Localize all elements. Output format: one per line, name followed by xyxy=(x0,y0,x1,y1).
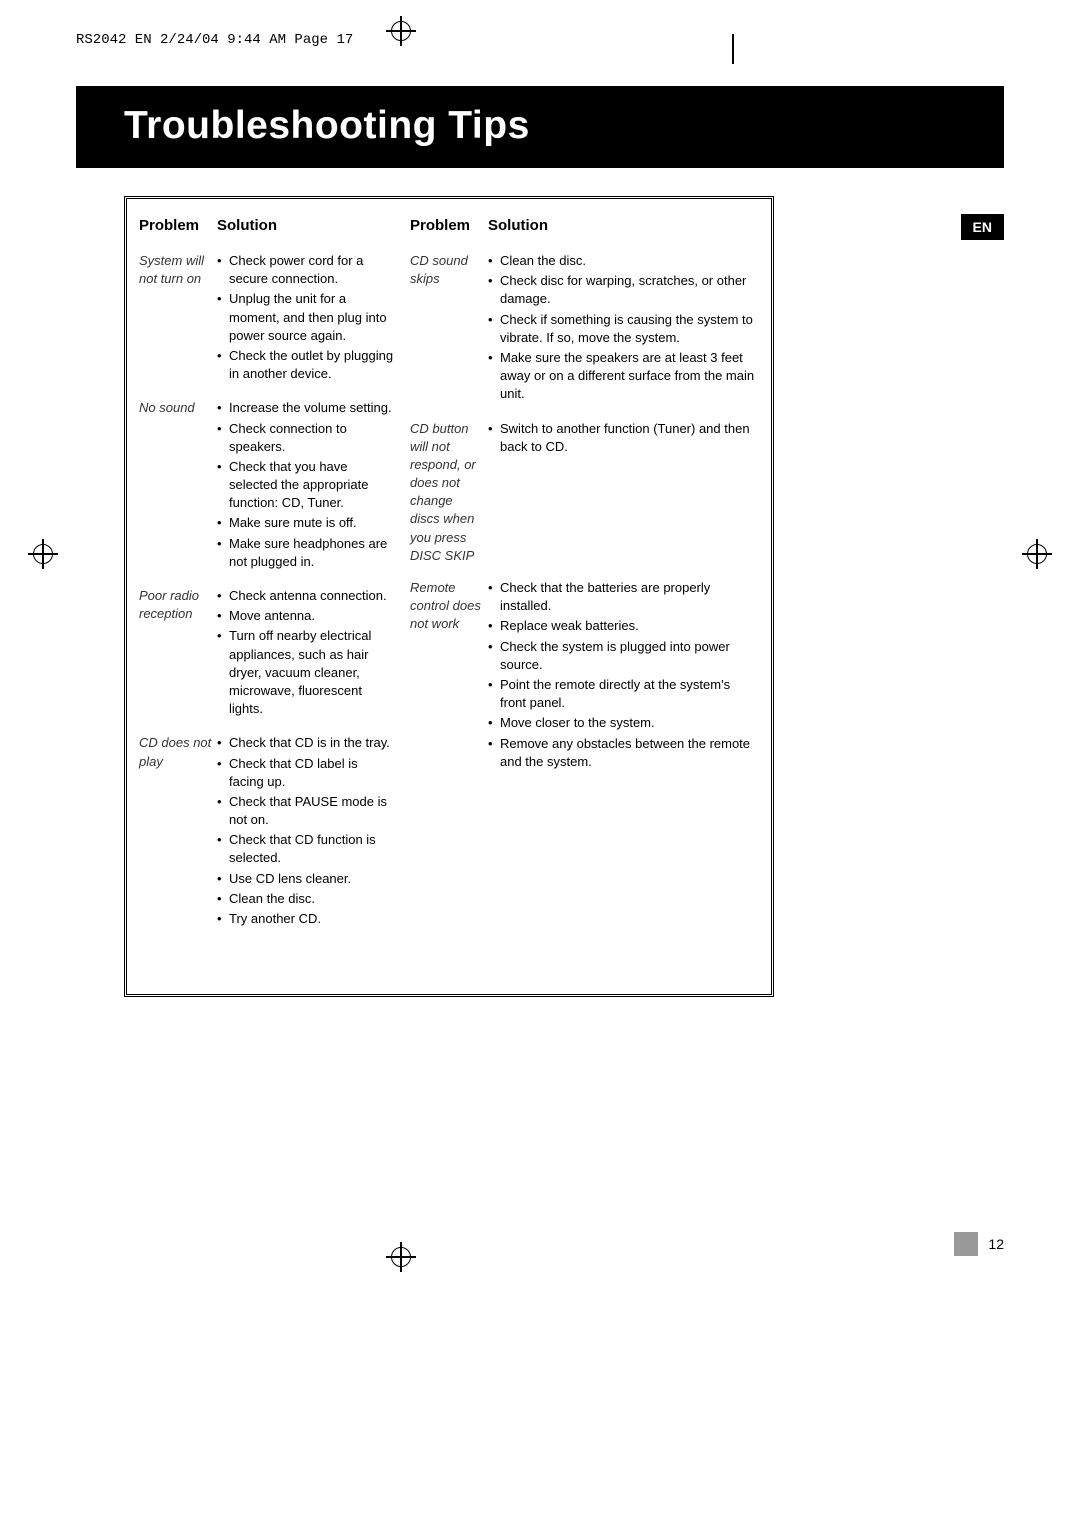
solution-list: Switch to another function (Tuner) and t… xyxy=(488,420,759,566)
solution-item: Make sure headphones are not plugged in. xyxy=(217,535,394,571)
troubleshooting-row: Poor radio receptionCheck antenna connec… xyxy=(139,587,394,720)
problem-label: No sound xyxy=(139,399,217,573)
troubleshooting-row: CD button will not respond, or does not … xyxy=(410,420,759,566)
solution-item: Move antenna. xyxy=(217,607,394,625)
solution-item: Check if something is causing the system… xyxy=(488,311,759,347)
problem-label: System will not turn on xyxy=(139,252,217,385)
column-header-problem: Problem xyxy=(139,217,217,234)
page-number: 12 xyxy=(988,1236,1004,1252)
troubleshooting-row: Remote control does not workCheck that t… xyxy=(410,579,759,773)
solution-item: Check that CD function is selected. xyxy=(217,831,394,867)
registration-mark-right xyxy=(1022,539,1052,569)
troubleshooting-row: System will not turn onCheck power cord … xyxy=(139,252,394,385)
solution-item: Remove any obstacles between the remote … xyxy=(488,735,759,771)
solution-item: Check that PAUSE mode is not on. xyxy=(217,793,394,829)
page-marker-square xyxy=(954,1232,978,1256)
solution-item: Unplug the unit for a moment, and then p… xyxy=(217,290,394,345)
column-header-solution: Solution xyxy=(217,217,394,234)
solution-item: Turn off nearby electrical appliances, s… xyxy=(217,627,394,718)
registration-mark-bottom xyxy=(386,1242,416,1272)
solution-item: Switch to another function (Tuner) and t… xyxy=(488,420,759,456)
page-title: Troubleshooting Tips xyxy=(76,86,1004,168)
crop-bar-top-right xyxy=(732,34,734,64)
language-badge: EN xyxy=(961,214,1004,240)
solution-item: Check disc for warping, scratches, or ot… xyxy=(488,272,759,308)
solution-item: Try another CD. xyxy=(217,910,394,928)
troubleshooting-row: CD sound skipsClean the disc. Check disc … xyxy=(410,252,759,406)
solution-item: Check antenna connection. xyxy=(217,587,394,605)
solution-item: Point the remote directly at the system'… xyxy=(488,676,759,712)
solution-item: Clean the disc. xyxy=(488,252,759,270)
solution-item: Check that you have selected the appropr… xyxy=(217,458,394,513)
problem-label: Remote control does not work xyxy=(410,579,488,773)
solution-item: Check power cord for a secure connection… xyxy=(217,252,394,288)
column-header-problem: Problem xyxy=(410,217,488,234)
solution-item: Move closer to the system. xyxy=(488,714,759,732)
troubleshooting-table: Problem Solution System will not turn on… xyxy=(124,196,774,997)
solution-item: Check that CD is in the tray. xyxy=(217,734,394,752)
troubleshooting-row: No soundIncrease the volume setting. Chec… xyxy=(139,399,394,573)
solution-list: Check antenna connection. Move antenna. Tu… xyxy=(217,587,394,720)
solution-item: Clean the disc. xyxy=(217,890,394,908)
solution-item: Make sure the speakers are at least 3 fe… xyxy=(488,349,759,404)
solution-item: Check the system is plugged into power s… xyxy=(488,638,759,674)
solution-item: Check that the batteries are properly in… xyxy=(488,579,759,615)
solution-item: Use CD lens cleaner. xyxy=(217,870,394,888)
solution-list: Clean the disc. Check disc for warping, s… xyxy=(488,252,759,406)
solution-list: Check that the batteries are properly in… xyxy=(488,579,759,773)
print-header: RS2042 EN 2/24/04 9:44 AM Page 17 xyxy=(76,32,353,48)
problem-label: CD button will not respond, or does not … xyxy=(410,420,488,566)
solution-item: Check that CD label is facing up. xyxy=(217,755,394,791)
solution-item: Check connection to speakers. xyxy=(217,420,394,456)
solution-item: Replace weak batteries. xyxy=(488,617,759,635)
page-area: Troubleshooting Tips EN Problem Solution… xyxy=(76,86,1004,1186)
page-number-block: 12 xyxy=(954,1232,1004,1256)
troubleshooting-row: CD does not playCheck that CD is in the … xyxy=(139,734,394,930)
solution-list: Increase the volume setting. Check connec… xyxy=(217,399,394,573)
solution-list: Check power cord for a secure connection… xyxy=(217,252,394,385)
crop-mark-top xyxy=(386,16,416,46)
problem-label: Poor radio reception xyxy=(139,587,217,720)
solution-list: Check that CD is in the tray. Check that … xyxy=(217,734,394,930)
solution-item: Make sure mute is off. xyxy=(217,514,394,532)
column-header-solution: Solution xyxy=(488,217,759,234)
problem-label: CD sound skips xyxy=(410,252,488,406)
solution-item: Check the outlet by plugging in another … xyxy=(217,347,394,383)
problem-label: CD does not play xyxy=(139,734,217,930)
registration-mark-left xyxy=(28,539,58,569)
solution-item: Increase the volume setting. xyxy=(217,399,394,417)
